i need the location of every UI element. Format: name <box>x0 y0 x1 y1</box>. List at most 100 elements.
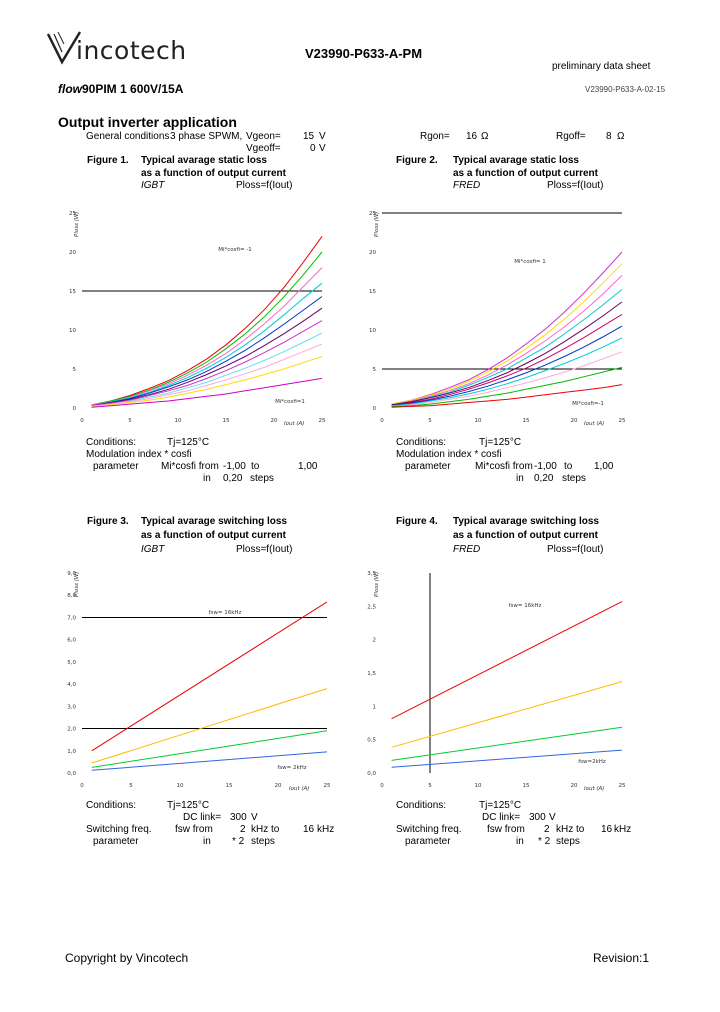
vgeoff-value: 0 <box>310 143 316 154</box>
series-line <box>91 320 323 407</box>
section-title: Output inverter application <box>58 114 237 130</box>
product-flow: flow <box>58 82 82 96</box>
vgeoff-unit: V <box>319 143 326 154</box>
fig2-to-value: 1,00 <box>594 461 614 472</box>
chart-annotation: fsw= 16kHz <box>509 603 542 609</box>
figure3-formula: Ploss=f(Iout) <box>236 544 293 555</box>
series-line <box>91 356 323 407</box>
fig4-dc-value: 300 <box>529 812 546 823</box>
fig4-dc-unit: V <box>549 812 556 823</box>
y-tick-label: 15 <box>69 289 76 295</box>
figure1-subtitle: as a function of output current <box>141 168 286 179</box>
y-axis-label: Ploss (W) <box>74 212 80 237</box>
series-line <box>91 267 323 406</box>
figure4-number: Figure 4. <box>396 516 438 527</box>
figure3-subtitle: as a function of output current <box>141 530 286 541</box>
fig1-modulation-line: Modulation index * cosfi <box>86 449 192 460</box>
figure4-device: FRED <box>453 544 481 555</box>
series-line <box>391 263 623 405</box>
preliminary-label: preliminary data sheet <box>552 61 651 72</box>
series-line <box>391 337 623 407</box>
rgoff-value: 8 <box>606 131 612 142</box>
fig3-in-label: in <box>203 836 211 847</box>
figure1-number: Figure 1. <box>87 155 129 166</box>
fig3-dc-value: 300 <box>230 812 247 823</box>
figure1-title: Typical avarage static loss <box>141 155 267 166</box>
logo-v-mark <box>46 31 82 65</box>
x-axis-label: Iout (A) <box>289 786 309 792</box>
fig3-from-value: 2 <box>240 824 246 835</box>
y-tick-label: 3,0 <box>67 704 76 710</box>
figure2-device: FRED <box>453 180 481 191</box>
figure1-device: IGBT <box>141 180 165 191</box>
x-axis-label: Iout (A) <box>584 421 604 427</box>
fig1-tj: Tj=125°C <box>167 437 210 448</box>
fig4-tj: Tj=125°C <box>479 800 522 811</box>
y-tick-label: 25 <box>369 211 376 217</box>
general-conditions-label: General conditions <box>86 131 170 142</box>
rgon-unit: Ω <box>481 131 489 142</box>
figure2-number: Figure 2. <box>396 155 438 166</box>
figure3-device: IGBT <box>141 544 165 555</box>
fig4-from-unit: kHz to <box>556 824 585 835</box>
y-axis-label: Ploss (W) <box>374 212 380 237</box>
figure2-formula: Ploss=f(Iout) <box>547 180 604 191</box>
fig1-steps-value: 0,20 <box>223 473 243 484</box>
x-tick-label: 20 <box>571 783 578 789</box>
series-line <box>391 366 623 407</box>
fig4-parameter-label: parameter <box>405 836 451 847</box>
x-tick-label: 10 <box>175 418 182 424</box>
figure4-subtitle: as a function of output current <box>453 530 598 541</box>
x-tick-label: 5 <box>428 418 432 424</box>
series-line <box>391 275 623 406</box>
x-tick-label: 15 <box>223 418 230 424</box>
x-axis-label: Iout (A) <box>284 421 304 427</box>
figure2-subtitle: as a function of output current <box>453 168 598 179</box>
x-tick-label: 25 <box>319 418 326 424</box>
y-tick-label: 10 <box>69 328 76 334</box>
x-tick-label: 25 <box>324 783 331 789</box>
series-line <box>391 351 623 407</box>
x-tick-label: 5 <box>129 783 133 789</box>
figure4-title: Typical avarage switching loss <box>453 516 599 527</box>
fig2-from-value: -1,00 <box>534 461 557 472</box>
series-line <box>91 282 323 407</box>
series-line <box>91 601 328 752</box>
rgon-value: 16 <box>466 131 478 142</box>
y-tick-label: 5,0 <box>67 660 76 666</box>
series-line <box>391 301 623 406</box>
y-axis-label: Ploss (W) <box>74 572 80 597</box>
fig4-to-unit: kHz <box>614 824 632 835</box>
fig1-conditions-label: Conditions: <box>86 437 137 448</box>
x-tick-label: 5 <box>428 783 432 789</box>
fig1-to-label: to <box>251 461 260 472</box>
fig4-fsw-from-label: fsw from <box>487 824 525 835</box>
fig2-steps-label: steps <box>562 473 586 484</box>
vgeon-label: Vgeon= <box>246 131 281 142</box>
fig4-dc-label: DC link= <box>482 812 521 823</box>
fig2-from-label: Mi*cosfi from <box>475 461 533 472</box>
fig2-to-label: to <box>564 461 573 472</box>
chart-annotation: fsw=2kHz <box>578 759 606 765</box>
fig3-parameter-label: parameter <box>93 836 139 847</box>
x-tick-label: 10 <box>475 418 482 424</box>
x-tick-label: 20 <box>571 418 578 424</box>
x-tick-label: 0 <box>380 418 384 424</box>
series-line <box>391 289 623 406</box>
vgeon-unit: V <box>319 131 326 142</box>
revision: Revision:1 <box>593 951 650 965</box>
fig4-in-label: in <box>516 836 524 847</box>
fig3-fsw-from-label: fsw from <box>175 824 213 835</box>
x-tick-label: 0 <box>80 783 84 789</box>
figure1-formula: Ploss=f(Iout) <box>236 180 293 191</box>
document-number: V23990-P633-A-PM <box>305 46 423 61</box>
series-line <box>91 730 328 768</box>
y-tick-label: 1 <box>373 704 377 710</box>
series-line <box>91 236 323 406</box>
fig4-switching-label: Switching freq. <box>396 824 462 835</box>
fig4-from-value: 2 <box>544 824 550 835</box>
y-tick-label: 6,0 <box>67 638 76 644</box>
fig2-steps-value: 0,20 <box>534 473 554 484</box>
fig1-from-value: -1,00 <box>223 461 246 472</box>
